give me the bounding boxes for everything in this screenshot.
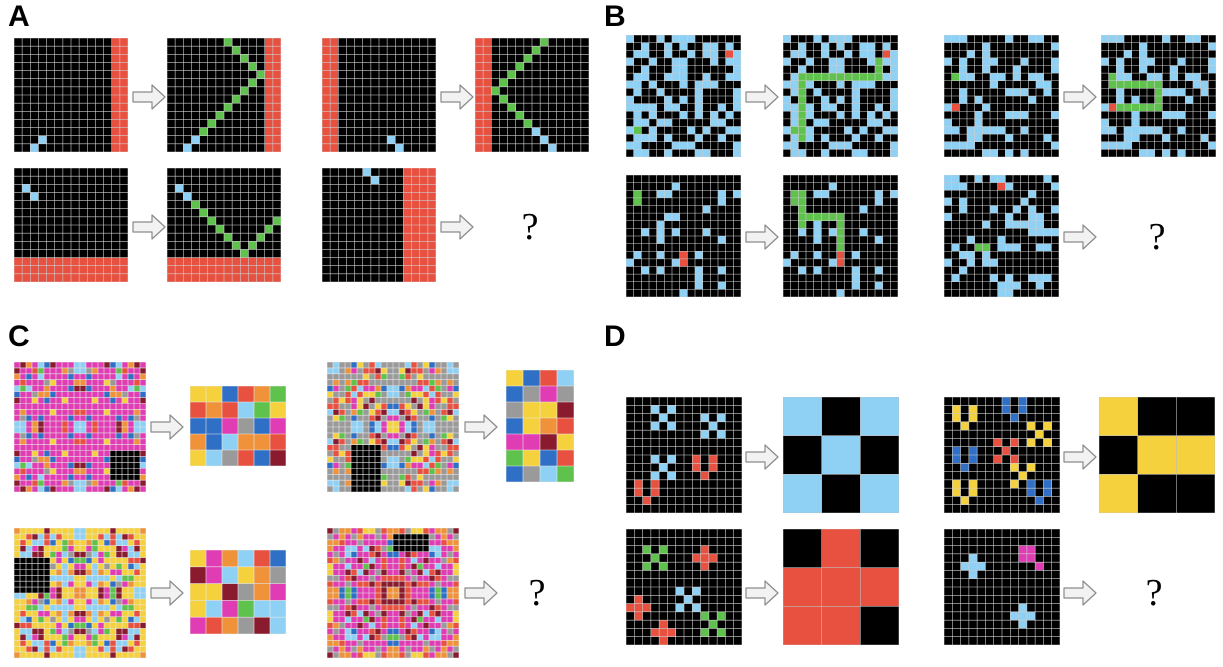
transform-arrow-icon	[1063, 224, 1097, 250]
transform-arrow-icon	[745, 84, 779, 110]
panel-label-a: A	[8, 0, 30, 33]
panel-label-b: B	[604, 0, 626, 33]
transform-arrow-icon	[745, 224, 779, 250]
panel-b-example2-output-grid	[1101, 35, 1216, 157]
panel-label-d: D	[604, 320, 626, 353]
panel-c-example3-output-grid	[190, 550, 286, 634]
transform-arrow-icon	[440, 84, 474, 110]
panel-a-example1-output-grid	[167, 38, 281, 152]
panel-b-example3-output-grid	[783, 175, 898, 297]
panel-a-example3-input-grid	[14, 168, 128, 282]
panel-b-test-input-grid	[944, 175, 1059, 297]
transform-arrow-icon	[745, 580, 779, 606]
transform-arrow-icon	[150, 580, 184, 606]
transform-arrow-icon	[464, 580, 498, 606]
panel-d-example2-output-grid	[1099, 397, 1215, 513]
panel-d-example3-input-grid	[626, 529, 742, 645]
transform-arrow-icon	[440, 214, 474, 240]
panel-c-example1-input-grid	[14, 362, 146, 492]
transform-arrow-icon	[464, 414, 498, 440]
panel-c-example3-input-grid	[14, 528, 146, 658]
panel-d-test-input-grid	[944, 529, 1060, 645]
panel-d-example2-input-grid	[944, 397, 1060, 513]
panel-c-test-input-grid	[327, 528, 459, 658]
transform-arrow-icon	[132, 214, 166, 240]
panel-c-example2-input-grid	[327, 362, 459, 492]
panel-a-example3-output-grid	[167, 168, 281, 282]
panel-d-unknown-output: ?	[1145, 572, 1163, 614]
panel-d-example1-input-grid	[626, 397, 742, 513]
transform-arrow-icon	[1063, 84, 1097, 110]
panel-a-example1-input-grid	[14, 38, 128, 152]
panel-d-example3-output-grid	[783, 529, 899, 645]
transform-arrow-icon	[745, 444, 779, 470]
transform-arrow-icon	[1063, 580, 1097, 606]
panel-c-example1-output-grid	[190, 386, 286, 466]
panel-a-example2-output-grid	[475, 38, 589, 152]
transform-arrow-icon	[150, 414, 184, 440]
panel-b-unknown-output: ?	[1148, 216, 1166, 258]
panel-c-unknown-output: ?	[528, 572, 546, 614]
panel-d-example1-output-grid	[783, 397, 899, 513]
panel-b-example2-input-grid	[944, 35, 1059, 157]
panel-a-test-input-grid	[322, 168, 436, 282]
transform-arrow-icon	[1063, 444, 1097, 470]
panel-a-unknown-output: ?	[521, 206, 539, 248]
panel-b-example3-input-grid	[626, 175, 741, 297]
panel-b-example1-output-grid	[783, 35, 898, 157]
panel-b-example1-input-grid	[626, 35, 741, 157]
panel-a-example2-input-grid	[322, 38, 436, 152]
panel-label-c: C	[8, 320, 30, 353]
transform-arrow-icon	[132, 84, 166, 110]
panel-c-example2-output-grid	[506, 370, 574, 482]
